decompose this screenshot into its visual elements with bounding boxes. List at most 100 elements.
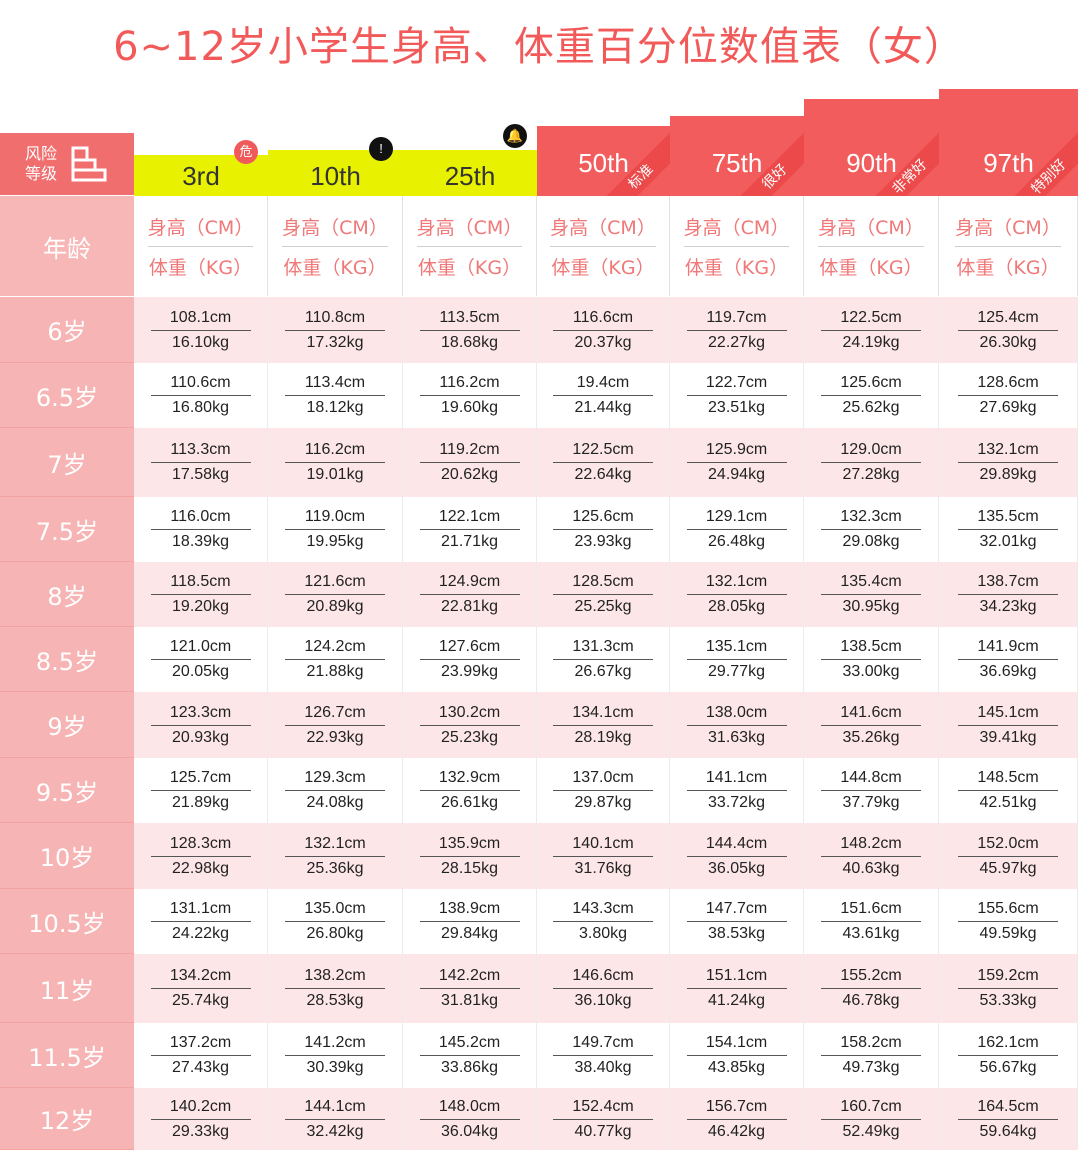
weight-value: 36.05kg [708, 859, 765, 877]
height-value: 160.7cm [821, 1095, 921, 1120]
table-cell: 151.6cm 43.61kg [804, 889, 939, 954]
unit-header: 身高（CM） 体重（KG） [268, 196, 403, 296]
height-value: 123.3cm [150, 701, 251, 726]
weight-value: 32.42kg [306, 1122, 364, 1140]
table-cell: 125.6cm 25.62kg [804, 363, 939, 428]
weight-value: 36.10kg [574, 992, 632, 1009]
height-value: 148.0cm [419, 1095, 520, 1120]
table-cell: 135.1cm 29.77kg [670, 627, 804, 692]
weight-value: 27.28kg [842, 466, 900, 483]
table-cell: 132.1cm 25.36kg [268, 823, 403, 889]
weight-value: 46.78kg [842, 992, 900, 1009]
weight-value: 49.59kg [979, 925, 1037, 942]
weight-value: 20.62kg [441, 466, 498, 483]
height-value: 124.2cm [285, 635, 385, 660]
height-unit-label: 身高（CM） [147, 207, 254, 247]
weight-value: 29.33kg [172, 1122, 229, 1140]
weight-value: 24.22kg [172, 925, 229, 942]
weight-value: 30.95kg [842, 598, 900, 615]
height-value: 144.1cm [285, 1095, 385, 1120]
table-row: 10.5岁 131.1cm 24.22kg 135.0cm 26.80kg 138.9cm… [0, 889, 1078, 954]
height-value: 137.2cm [150, 1031, 251, 1056]
height-value: 149.7cm [553, 1031, 653, 1056]
table-cell: 151.1cm 41.24kg [670, 954, 804, 1023]
percentile-header-50th: 50th 标准 [537, 126, 670, 196]
height-value: 125.4cm [958, 306, 1058, 331]
weight-value: 34.23kg [979, 598, 1037, 615]
table-cell: 140.1cm 31.76kg [537, 823, 670, 889]
height-value: 110.6cm [150, 371, 251, 396]
percentile-header-3rd: 3rd [134, 155, 268, 196]
age-label: 8.5岁 [0, 627, 134, 692]
height-value: 135.9cm [419, 832, 520, 857]
weight-value: 25.74kg [172, 992, 229, 1009]
danger-badge-icon: 危 [234, 140, 258, 164]
height-value: 125.7cm [150, 766, 251, 791]
height-value: 142.2cm [419, 964, 520, 989]
age-label: 11岁 [0, 954, 134, 1023]
table-cell: 158.2cm 49.73kg [804, 1023, 939, 1088]
height-value: 134.1cm [553, 701, 653, 726]
weight-value: 20.93kg [172, 728, 229, 746]
table-cell: 141.2cm 30.39kg [268, 1023, 403, 1088]
weight-value: 18.12kg [306, 399, 364, 416]
height-value: 154.1cm [686, 1031, 787, 1056]
table-cell: 138.9cm 29.84kg [403, 889, 537, 954]
height-value: 141.9cm [958, 635, 1058, 660]
weight-value: 25.62kg [842, 399, 900, 416]
height-value: 156.7cm [686, 1095, 787, 1120]
height-value: 162.1cm [958, 1031, 1058, 1056]
age-label: 7岁 [0, 428, 134, 497]
risk-level-label: 风险 等级 [24, 144, 57, 183]
weight-unit-label: 体重（KG） [819, 256, 923, 279]
height-value: 138.0cm [686, 701, 787, 726]
percentile-label: 90th [846, 148, 897, 178]
table-row: 7.5岁 116.0cm 18.39kg 119.0cm 19.95kg 122.1cm 2… [0, 497, 1078, 562]
table-cell: 138.2cm 28.53kg [268, 954, 403, 1023]
weight-value: 25.23kg [441, 728, 498, 746]
table-cell: 154.1cm 43.85kg [670, 1023, 804, 1088]
weight-value: 41.24kg [708, 992, 765, 1009]
table-cell: 142.2cm 31.81kg [403, 954, 537, 1023]
percentile-table: 6岁 108.1cm 16.10kg 110.8cm 17.32kg 113.5cm 18.… [0, 297, 1078, 1150]
height-value: 128.6cm [958, 371, 1058, 396]
height-value: 116.2cm [285, 438, 385, 463]
height-value: 155.2cm [821, 964, 921, 989]
weight-value: 25.25kg [574, 598, 632, 615]
table-cell: 134.2cm 25.74kg [134, 954, 268, 1023]
weight-value: 38.53kg [708, 925, 765, 942]
height-value: 110.8cm [285, 306, 385, 331]
age-label: 12岁 [0, 1088, 134, 1150]
height-value: 145.2cm [419, 1031, 520, 1056]
weight-value: 35.26kg [842, 728, 900, 746]
height-value: 116.2cm [419, 371, 520, 396]
height-value: 132.1cm [958, 438, 1058, 463]
weight-unit-label: 体重（KG） [417, 256, 522, 279]
table-cell: 156.7cm 46.42kg [670, 1088, 804, 1150]
weight-value: 33.72kg [708, 794, 765, 811]
risk-level-header: 风险 等级 [0, 133, 134, 195]
table-cell: 137.2cm 27.43kg [134, 1023, 268, 1088]
height-unit-label: 身高（CM） [818, 207, 924, 247]
height-value: 132.9cm [419, 766, 520, 791]
unit-header: 身高（CM） 体重（KG） [804, 196, 939, 296]
height-value: 141.1cm [686, 766, 787, 791]
table-cell: 144.8cm 37.79kg [804, 758, 939, 823]
weight-value: 20.05kg [172, 663, 229, 680]
percentile-label: 25th [444, 161, 496, 191]
weight-unit-label: 体重（KG） [551, 256, 655, 279]
height-value: 137.0cm [553, 766, 653, 791]
age-label: 6.5岁 [0, 363, 134, 428]
weight-value: 29.08kg [842, 533, 900, 550]
percentile-label: 75th [711, 148, 763, 178]
percentile-label: 50th [578, 148, 629, 178]
table-cell: 123.3cm 20.93kg [134, 692, 268, 758]
table-cell: 145.2cm 33.86kg [403, 1023, 537, 1088]
weight-value: 29.84kg [441, 925, 498, 942]
table-cell: 119.2cm 20.62kg [403, 428, 537, 497]
height-value: 19.4cm [553, 371, 653, 396]
table-cell: 119.7cm 22.27kg [670, 297, 804, 363]
weight-value: 22.98kg [172, 859, 229, 877]
age-label: 11.5岁 [0, 1023, 134, 1088]
height-value: 124.9cm [419, 570, 520, 595]
